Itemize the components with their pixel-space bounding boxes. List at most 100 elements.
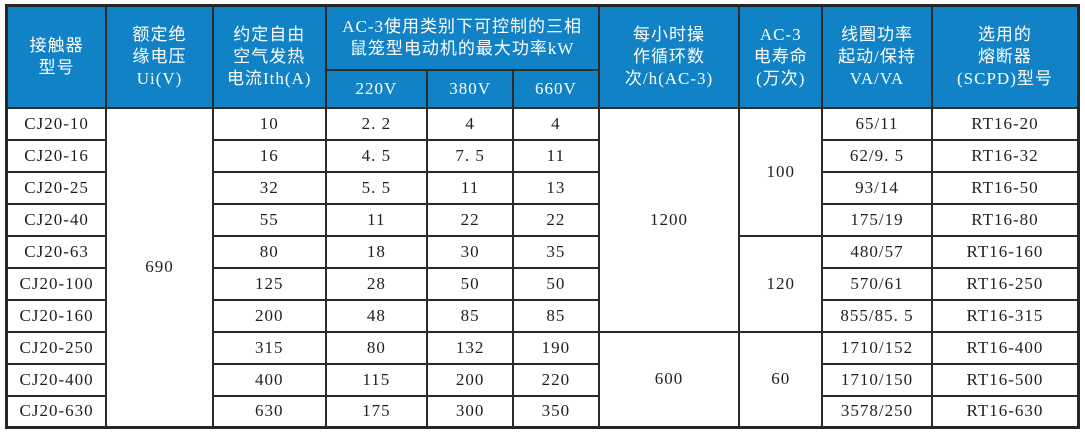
cell-kw-660: 11: [511, 138, 600, 173]
table-row: CJ20-630 630 175 300 350 3578/250 RT16-6…: [5, 394, 1080, 429]
cell-thermal-current: 32: [211, 170, 327, 205]
header-line: 起动/保持: [838, 46, 916, 66]
header-line: 每小时操: [633, 24, 706, 44]
header-line: 电寿命: [753, 46, 808, 66]
cell-model: CJ20-16: [5, 138, 108, 173]
cell-kw-660: 190: [511, 330, 600, 365]
cell-model: CJ20-250: [5, 330, 108, 365]
header-line: 缘电压: [132, 46, 187, 66]
cell-fuse-type: RT16-400: [930, 330, 1080, 365]
cell-fuse-type: RT16-160: [930, 234, 1080, 269]
cell-electrical-life: 60: [738, 330, 824, 429]
cell-kw-380: 11: [426, 170, 514, 205]
cell-coil-power: 62/9. 5: [821, 138, 933, 173]
table-row: CJ20-16 16 4. 5 7. 5 11 62/9. 5 RT16-32: [5, 138, 1080, 173]
cell-electrical-life: 100: [738, 106, 824, 237]
cell-kw-380: 4: [426, 106, 514, 141]
header-max-power-group: AC-3使用类别下可控制的三相 鼠笼型电动机的最大功率kW: [324, 4, 600, 71]
header-line: AC-3使用类别下可控制的三相: [342, 16, 583, 36]
header-line: (SCPD)型号: [957, 68, 1053, 88]
table-row: CJ20-160 200 48 85 85 855/85. 5 RT16-315: [5, 298, 1080, 333]
cell-coil-power: 855/85. 5: [821, 298, 933, 333]
table-row: CJ20-63 80 18 30 35 120 480/57 RT16-160: [5, 234, 1080, 333]
cell-kw-220: 18: [324, 234, 429, 269]
cell-fuse-type: RT16-20: [930, 106, 1080, 141]
cell-model: CJ20-25: [5, 170, 108, 205]
header-thermal-current: 约定自由 空气发热 电流Ith(A): [211, 4, 327, 109]
cell-kw-380: 300: [426, 394, 514, 429]
cell-kw-380: 132: [426, 330, 514, 365]
cell-coil-power: 570/61: [821, 266, 933, 301]
cell-operating-cycles: 1200: [597, 106, 741, 333]
cell-kw-660: 220: [511, 362, 600, 397]
cell-kw-660: 22: [511, 202, 600, 237]
table-header: 接触器 型号 额定绝 缘电压 Ui(V) 约定自由 空气发热 电流Ith(A) …: [5, 4, 1080, 109]
cell-model: CJ20-160: [5, 298, 108, 333]
cell-thermal-current: 125: [211, 266, 327, 301]
cell-fuse-type: RT16-32: [930, 138, 1080, 173]
cell-kw-220: 4. 5: [324, 138, 429, 173]
header-model: 接触器 型号: [5, 4, 108, 109]
header-line: 空气发热: [233, 46, 306, 66]
header-line: (万次): [756, 68, 806, 88]
header-line: 电流Ith(A): [226, 68, 312, 88]
cell-fuse-type: RT16-50: [930, 170, 1080, 205]
header-line: 作循环数: [633, 46, 706, 66]
header-row-group: 接触器 型号 额定绝 缘电压 Ui(V) 约定自由 空气发热 电流Ith(A) …: [5, 4, 1080, 109]
cell-insulation-voltage: 690: [105, 106, 214, 429]
table-row: CJ20-25 32 5. 5 11 13 93/14 RT16-50: [5, 170, 1080, 205]
contactor-spec-table: 接触器 型号 额定绝 缘电压 Ui(V) 约定自由 空气发热 电流Ith(A) …: [5, 4, 1080, 429]
header-line: Ui(V): [136, 68, 183, 88]
cell-kw-380: 85: [426, 298, 514, 333]
cell-thermal-current: 630: [211, 394, 327, 429]
header-coil-power: 线圈功率 起动/保持 VA/VA: [821, 4, 933, 109]
table-row: CJ20-10 690 10 2. 2 4 4 1200 100 65/11 R…: [5, 106, 1080, 429]
cell-kw-660: 85: [511, 298, 600, 333]
cell-thermal-current: 315: [211, 330, 327, 365]
cell-fuse-type: RT16-500: [930, 362, 1080, 397]
cell-coil-power: 3578/250: [821, 394, 933, 429]
table-row: CJ20-400 400 115 200 220 1710/150 RT16-5…: [5, 362, 1080, 397]
header-row-voltages: 220V 380V 660V: [7, 68, 1079, 109]
cell-coil-power: 65/11: [821, 106, 933, 141]
cell-kw-220: 175: [324, 394, 429, 429]
cell-fuse-type: RT16-630: [930, 394, 1080, 429]
header-operating-cycles: 每小时操 作循环数 次/h(AC-3): [597, 4, 741, 109]
header-line: 选用的: [977, 24, 1032, 44]
cell-electrical-life: 120: [738, 234, 824, 333]
cell-thermal-current: 55: [211, 202, 327, 237]
table-body: CJ20-10 690 10 2. 2 4 4 1200 100 65/11 R…: [5, 106, 1080, 429]
cell-kw-660: 35: [511, 234, 600, 269]
cell-kw-220: 80: [324, 330, 429, 365]
header-line: AC-3: [759, 24, 802, 44]
cell-coil-power: 1710/150: [821, 362, 933, 397]
header-line: 接触器: [29, 35, 84, 55]
cell-kw-220: 5. 5: [324, 170, 429, 205]
cell-coil-power: 480/57: [821, 234, 933, 269]
header-line: 线圈功率: [840, 24, 913, 44]
cell-model: CJ20-40: [5, 202, 108, 237]
cell-thermal-current: 80: [211, 234, 327, 269]
cell-kw-220: 115: [324, 362, 429, 397]
cell-kw-380: 200: [426, 362, 514, 397]
header-line: VA/VA: [849, 68, 905, 88]
table-row: CJ20-100 125 28 50 50 570/61 RT16-250: [5, 266, 1080, 301]
cell-model: CJ20-100: [5, 266, 108, 301]
header-380v: 380V: [426, 68, 514, 109]
header-line: 约定自由: [233, 24, 306, 44]
cell-coil-power: 93/14: [821, 170, 933, 205]
cell-model: CJ20-10: [5, 106, 108, 141]
cell-coil-power: 1710/152: [821, 330, 933, 365]
cell-thermal-current: 400: [211, 362, 327, 397]
cell-fuse-type: RT16-80: [930, 202, 1080, 237]
table-row: CJ20-250 315 80 132 190 600 60 1710/152 …: [5, 330, 1080, 429]
cell-thermal-current: 16: [211, 138, 327, 173]
cell-fuse-type: RT16-250: [930, 266, 1080, 301]
cell-kw-380: 50: [426, 266, 514, 301]
header-insulation-voltage: 额定绝 缘电压 Ui(V): [105, 4, 214, 109]
cell-model: CJ20-63: [5, 234, 108, 269]
header-line: 鼠笼型电动机的最大功率kW: [349, 38, 575, 58]
header-line: 次/h(AC-3): [624, 68, 714, 88]
cell-kw-660: 350: [511, 394, 600, 429]
cell-thermal-current: 200: [211, 298, 327, 333]
